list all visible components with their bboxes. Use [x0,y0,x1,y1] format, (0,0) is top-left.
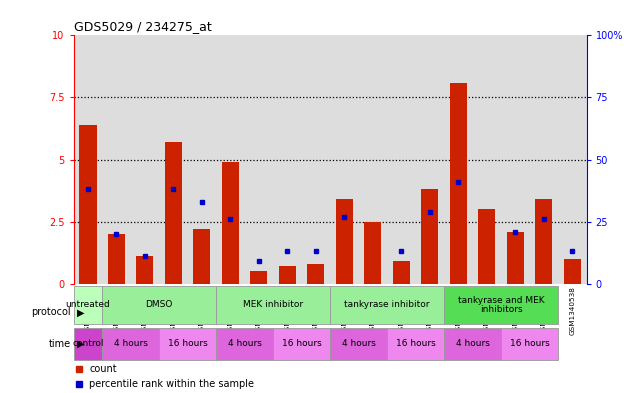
Bar [444,286,558,324]
Text: 4 hours: 4 hours [456,340,490,348]
Bar [108,234,125,284]
Text: 4 hours: 4 hours [113,340,147,348]
Text: untreated: untreated [65,300,110,309]
Text: ▶: ▶ [77,339,85,349]
Text: tankyrase and MEK
inhibitors: tankyrase and MEK inhibitors [458,296,544,314]
Text: GDS5029 / 234275_at: GDS5029 / 234275_at [74,20,212,33]
Text: 16 hours: 16 hours [282,340,322,348]
Bar [501,328,558,360]
Bar [222,162,239,284]
Bar [535,199,553,284]
Bar [364,222,381,284]
Text: 16 hours: 16 hours [510,340,549,348]
Bar [159,328,216,360]
Text: protocol: protocol [31,307,71,318]
Bar [74,328,102,360]
Bar [79,125,97,284]
Bar [307,264,324,284]
Text: DMSO: DMSO [146,300,173,309]
Text: control: control [72,340,104,348]
Bar [444,328,501,360]
Bar [387,328,444,360]
Bar [251,271,267,284]
Text: 4 hours: 4 hours [228,340,262,348]
Bar [450,83,467,284]
Text: time: time [48,339,71,349]
Bar [74,286,102,324]
Bar [330,328,387,360]
Bar [102,328,159,360]
Bar [478,209,495,284]
Bar [279,266,296,284]
Bar [563,259,581,284]
Text: tankyrase inhibitor: tankyrase inhibitor [344,300,430,309]
Text: percentile rank within the sample: percentile rank within the sample [89,378,254,389]
Bar [165,142,182,284]
Bar [336,199,353,284]
Bar [421,189,438,284]
Bar [216,328,273,360]
Bar [273,328,330,360]
Text: 16 hours: 16 hours [168,340,208,348]
Text: ▶: ▶ [77,307,85,318]
Bar [330,286,444,324]
Bar [216,286,330,324]
Bar [102,286,216,324]
Bar [137,256,153,284]
Text: count: count [89,364,117,374]
Bar [507,231,524,284]
Bar [194,229,210,284]
Bar [393,261,410,284]
Text: 4 hours: 4 hours [342,340,376,348]
Text: MEK inhibitor: MEK inhibitor [243,300,303,309]
Text: 16 hours: 16 hours [395,340,435,348]
